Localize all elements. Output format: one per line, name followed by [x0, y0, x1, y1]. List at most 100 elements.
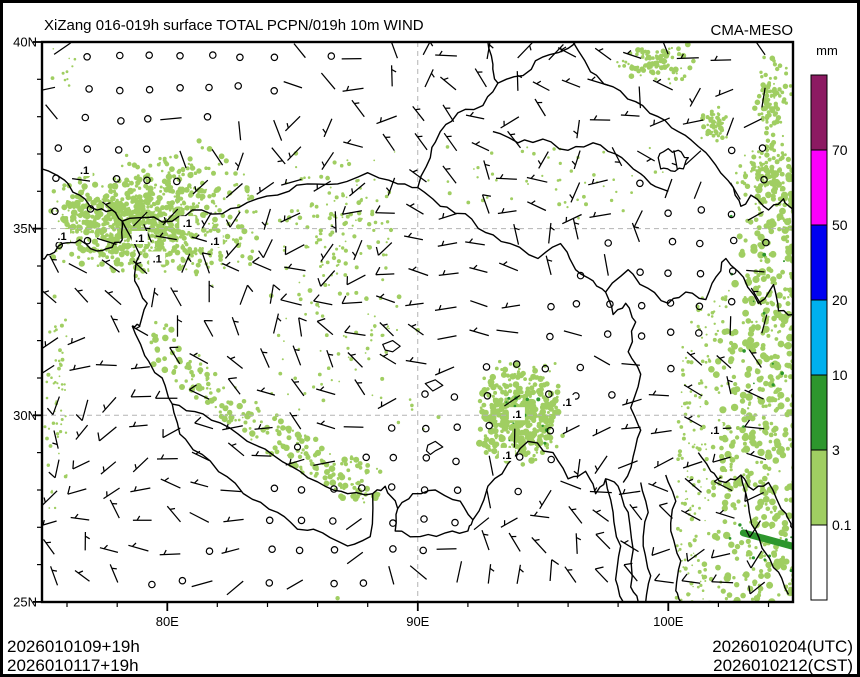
- boundary-line: [657, 147, 689, 173]
- wind-barb: [236, 53, 244, 62]
- wind-barb: [594, 455, 608, 474]
- precip-blob: [741, 448, 746, 453]
- precip-blob: [75, 221, 79, 225]
- wind-barb: [254, 424, 273, 430]
- precip-blob: [713, 300, 716, 303]
- precip-blob: [117, 231, 122, 236]
- precip-blob: [761, 514, 768, 520]
- precip-blob: [118, 261, 124, 267]
- wind-barb: [746, 450, 767, 461]
- precip-blob: [148, 163, 153, 168]
- precip-blob: [235, 219, 239, 222]
- precip-blob: [532, 367, 538, 374]
- wind-barb: [588, 178, 608, 186]
- precip-blob: [276, 425, 280, 429]
- precip-blob: [159, 189, 163, 193]
- precip-blob: [157, 236, 161, 240]
- wind-barb: [606, 300, 614, 308]
- wind-barb: [604, 239, 613, 247]
- precip-blob: [145, 178, 150, 183]
- precip-blob: [495, 408, 500, 413]
- precip-blob: [775, 66, 780, 72]
- precip-blob: [477, 398, 483, 404]
- precip-blob: [477, 426, 483, 432]
- precip-blob: [147, 268, 150, 271]
- precip-blob: [105, 221, 110, 226]
- precip-blob: [755, 171, 761, 178]
- wind-barb: [132, 515, 152, 521]
- precip-blob: [508, 362, 513, 366]
- precip-blob: [218, 250, 222, 255]
- precip-blob: [358, 465, 363, 470]
- precip-blob: [711, 133, 716, 138]
- footer-valid-utc: 2026010204(UTC): [712, 637, 853, 656]
- wind-barb: [286, 579, 304, 590]
- precip-blob: [43, 425, 47, 429]
- svg-text:.1: .1: [562, 397, 571, 409]
- precip-blob: [320, 232, 323, 236]
- precip-blob: [376, 492, 381, 497]
- precip-blob: [547, 390, 555, 397]
- precip-blob: [161, 366, 169, 374]
- precip-blob: [733, 521, 737, 525]
- precip-blob: [241, 416, 244, 419]
- wind-barb: [148, 580, 156, 589]
- precip-blob: [257, 409, 261, 413]
- wind-barb: [592, 426, 611, 437]
- precip-blob: [491, 448, 498, 455]
- wind-barb: [74, 287, 89, 303]
- precip-blob: [241, 399, 247, 404]
- wind-barb: [681, 573, 701, 584]
- precip-blob: [346, 346, 350, 350]
- precip-dark-streak: [739, 529, 793, 550]
- precip-blob: [300, 451, 303, 454]
- precip-blob: [763, 380, 769, 387]
- wind-barb: [344, 325, 366, 337]
- precip-blob: [189, 163, 194, 167]
- precip-blob: [332, 160, 337, 165]
- precip-blob: [309, 471, 313, 475]
- precip-blob: [718, 305, 721, 307]
- precip-blob: [396, 420, 401, 425]
- precip-blob: [473, 168, 475, 170]
- precip-blob: [329, 453, 331, 455]
- wind-barb: [348, 182, 366, 197]
- wind-barb: [272, 313, 282, 334]
- precip-blob: [48, 507, 51, 509]
- precip-blob: [778, 387, 782, 391]
- precip-blob: [346, 159, 349, 162]
- wind-barb: [289, 411, 302, 430]
- precip-blob: [719, 121, 723, 126]
- colorbar-value-label: 50: [832, 217, 848, 233]
- precip-blob: [177, 168, 182, 173]
- axis-ticks-layer: [33, 41, 770, 611]
- model-name-label: CMA-MESO: [711, 22, 794, 39]
- precip-blob: [60, 357, 65, 362]
- precip-blob: [67, 84, 71, 87]
- precip-blob: [788, 582, 791, 586]
- precip-blob: [723, 297, 728, 302]
- precip-blob: [742, 473, 746, 477]
- precip-blob: [729, 330, 736, 337]
- precip-blob: [524, 436, 529, 440]
- wind-barb: [223, 516, 244, 523]
- precip-blob: [497, 422, 501, 426]
- precip-blob: [64, 389, 66, 391]
- precip-blob: [204, 166, 208, 170]
- wind-barb: [648, 390, 669, 397]
- wind-barb: [474, 68, 487, 88]
- wind-barb: [471, 141, 490, 152]
- precip-blob: [152, 337, 157, 342]
- precip-blob: [767, 567, 772, 572]
- precip-blob: [788, 217, 791, 221]
- wind-barb: [376, 115, 397, 125]
- colorbar-cell: [810, 299, 828, 376]
- precip-blob: [303, 434, 307, 438]
- svg-text:.1: .1: [710, 425, 719, 437]
- precip-blob: [173, 154, 179, 160]
- precip-blob: [216, 388, 221, 393]
- wind-barb: [102, 396, 117, 413]
- wind-barb: [486, 488, 492, 509]
- precip-blob: [617, 64, 621, 68]
- precip-blob: [786, 350, 793, 357]
